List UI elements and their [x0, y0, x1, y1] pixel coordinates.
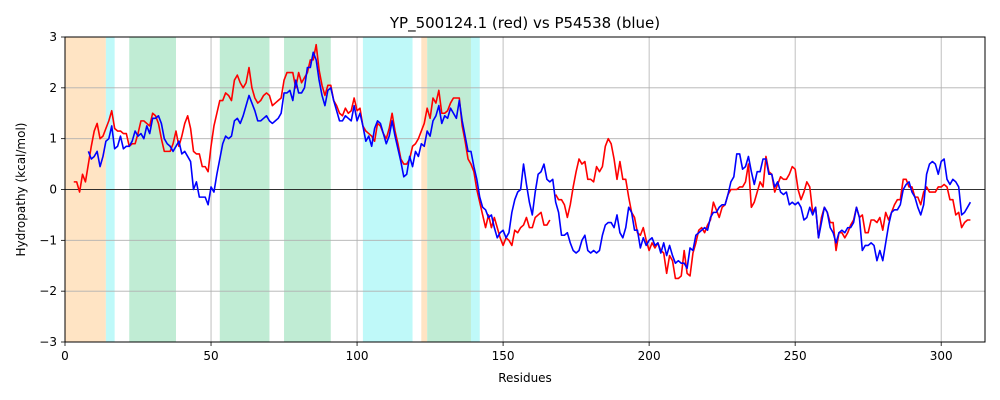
x-tick-label: 250 [784, 349, 807, 363]
y-tick-label: 2 [49, 81, 57, 95]
axis-ticks: 0 50 100 150 200 250 300 −3 −2 −1 0 1 2 3 [39, 30, 952, 363]
y-tick-label: 1 [49, 132, 57, 146]
y-tick-label: −1 [39, 233, 57, 247]
x-tick-label: 100 [346, 349, 369, 363]
y-tick-label: −3 [39, 335, 57, 349]
x-tick-label: 150 [492, 349, 515, 363]
series-line-1 [87, 51, 972, 270]
y-tick-label: 0 [49, 183, 57, 197]
y-axis-label: Hydropathy (kcal/mol) [14, 123, 28, 257]
y-tick-label: 3 [49, 30, 57, 44]
x-tick-label: 300 [930, 349, 953, 363]
x-tick-label: 0 [61, 349, 69, 363]
x-tick-label: 50 [203, 349, 218, 363]
x-axis-label: Residues [498, 371, 552, 385]
y-tick-label: −2 [39, 284, 57, 298]
chart-title: YP_500124.1 (red) vs P54538 (blue) [389, 14, 660, 33]
x-tick-label: 200 [638, 349, 661, 363]
series-lines [73, 43, 972, 280]
